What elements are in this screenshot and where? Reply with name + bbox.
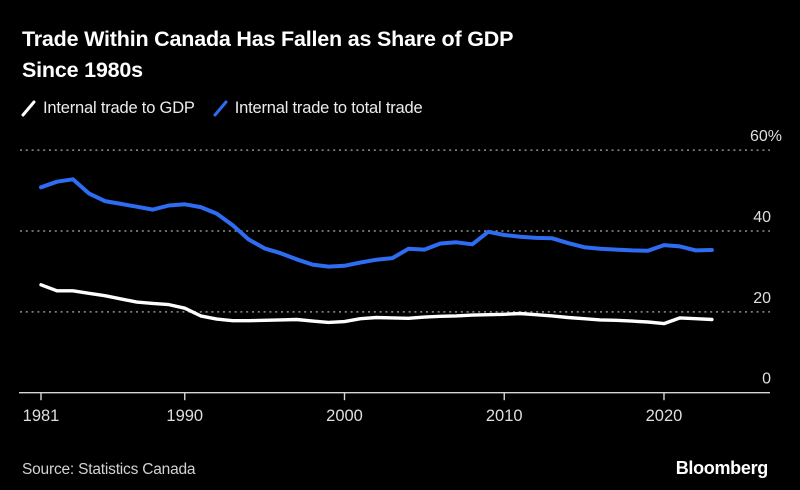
chart-legend: Internal trade to GDP Internal trade to …: [21, 99, 423, 118]
series-line-internal-trade-to-gdp: [39, 283, 714, 326]
chart-title-line2: Since 1980s: [22, 58, 143, 82]
x-axis-label-2000: 2000: [326, 407, 363, 425]
y-axis-label-40: 40: [753, 209, 771, 226]
y-axis-label-0: 0: [762, 371, 771, 388]
y-axis-label-20: 20: [753, 290, 771, 307]
series-line-internal-trade-to-total-trade: [39, 177, 714, 269]
white-line-swatch-icon: [21, 100, 36, 117]
chart-footer: Source: Statistics Canada Bloomberg: [22, 458, 768, 479]
blue-line-swatch-icon: [213, 100, 228, 117]
legend-label: Internal trade to GDP: [43, 99, 195, 117]
source-attribution: Source: Statistics Canada: [22, 461, 196, 478]
chart-title-line1: Trade Within Canada Has Fallen as Share …: [22, 27, 514, 51]
bloomberg-logo: Bloomberg: [675, 458, 769, 478]
chart-title: Trade Within Canada Has Fallen as Share …: [22, 24, 513, 86]
legend-item-internal-trade-to-total-trade: Internal trade to total trade: [213, 99, 423, 118]
y-axis-label-60: 60%: [750, 128, 782, 145]
x-axis-label-1990: 1990: [166, 407, 203, 425]
x-axis-label-1981: 1981: [23, 407, 60, 425]
legend-item-internal-trade-to-gdp: Internal trade to GDP: [21, 99, 195, 118]
x-axis-label-2020: 2020: [646, 407, 683, 425]
x-axis-label-2010: 2010: [486, 407, 523, 425]
legend-label: Internal trade to total trade: [234, 99, 423, 117]
